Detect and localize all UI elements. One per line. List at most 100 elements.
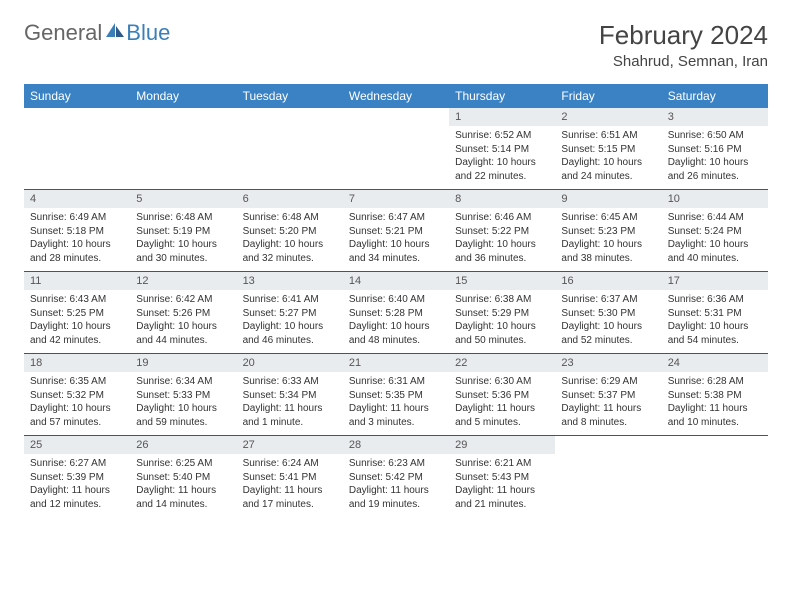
sunset-text: Sunset: 5:41 PM	[243, 471, 337, 485]
sunrise-text: Sunrise: 6:24 AM	[243, 457, 337, 471]
daylight-text: Daylight: 10 hours and 30 minutes.	[136, 238, 230, 265]
day-number: 7	[343, 190, 449, 209]
sunset-text: Sunset: 5:18 PM	[30, 225, 124, 239]
daylight-text: Daylight: 11 hours and 1 minute.	[243, 402, 337, 429]
daylight-text: Daylight: 11 hours and 8 minutes.	[561, 402, 655, 429]
daylight-text: Daylight: 10 hours and 40 minutes.	[668, 238, 762, 265]
day-content: Sunrise: 6:52 AMSunset: 5:14 PMDaylight:…	[449, 126, 555, 190]
sunset-text: Sunset: 5:36 PM	[455, 389, 549, 403]
day-header: Tuesday	[237, 84, 343, 108]
day-content: Sunrise: 6:23 AMSunset: 5:42 PMDaylight:…	[343, 454, 449, 517]
day-content: Sunrise: 6:41 AMSunset: 5:27 PMDaylight:…	[237, 290, 343, 354]
sunset-text: Sunset: 5:23 PM	[561, 225, 655, 239]
daylight-text: Daylight: 10 hours and 50 minutes.	[455, 320, 549, 347]
sunrise-text: Sunrise: 6:28 AM	[668, 375, 762, 389]
day-number: 17	[662, 272, 768, 291]
sunrise-text: Sunrise: 6:25 AM	[136, 457, 230, 471]
day-number: 25	[24, 436, 130, 455]
day-content: Sunrise: 6:29 AMSunset: 5:37 PMDaylight:…	[555, 372, 661, 436]
sunrise-text: Sunrise: 6:41 AM	[243, 293, 337, 307]
sunrise-text: Sunrise: 6:52 AM	[455, 129, 549, 143]
day-content: Sunrise: 6:31 AMSunset: 5:35 PMDaylight:…	[343, 372, 449, 436]
daylight-text: Daylight: 10 hours and 59 minutes.	[136, 402, 230, 429]
daylight-text: Daylight: 10 hours and 36 minutes.	[455, 238, 549, 265]
daylight-text: Daylight: 11 hours and 12 minutes.	[30, 484, 124, 511]
daylight-text: Daylight: 11 hours and 3 minutes.	[349, 402, 443, 429]
sunrise-text: Sunrise: 6:40 AM	[349, 293, 443, 307]
day-content: Sunrise: 6:50 AMSunset: 5:16 PMDaylight:…	[662, 126, 768, 190]
day-number: 16	[555, 272, 661, 291]
daylight-text: Daylight: 11 hours and 10 minutes.	[668, 402, 762, 429]
sunrise-text: Sunrise: 6:47 AM	[349, 211, 443, 225]
daylight-text: Daylight: 10 hours and 28 minutes.	[30, 238, 124, 265]
sunset-text: Sunset: 5:26 PM	[136, 307, 230, 321]
logo: General Blue	[24, 20, 170, 46]
sunset-text: Sunset: 5:19 PM	[136, 225, 230, 239]
sunrise-text: Sunrise: 6:42 AM	[136, 293, 230, 307]
day-header: Friday	[555, 84, 661, 108]
daylight-text: Daylight: 10 hours and 52 minutes.	[561, 320, 655, 347]
day-content	[343, 126, 449, 190]
sunset-text: Sunset: 5:15 PM	[561, 143, 655, 157]
sunrise-text: Sunrise: 6:38 AM	[455, 293, 549, 307]
sunrise-text: Sunrise: 6:51 AM	[561, 129, 655, 143]
daynum-row: 45678910	[24, 190, 768, 209]
daylight-text: Daylight: 11 hours and 17 minutes.	[243, 484, 337, 511]
daylight-text: Daylight: 10 hours and 54 minutes.	[668, 320, 762, 347]
content-row: Sunrise: 6:52 AMSunset: 5:14 PMDaylight:…	[24, 126, 768, 190]
daylight-text: Daylight: 10 hours and 46 minutes.	[243, 320, 337, 347]
sunrise-text: Sunrise: 6:27 AM	[30, 457, 124, 471]
daylight-text: Daylight: 10 hours and 48 minutes.	[349, 320, 443, 347]
day-number: 9	[555, 190, 661, 209]
day-number: 11	[24, 272, 130, 291]
sunset-text: Sunset: 5:31 PM	[668, 307, 762, 321]
sunset-text: Sunset: 5:20 PM	[243, 225, 337, 239]
day-number: 24	[662, 354, 768, 373]
day-content: Sunrise: 6:35 AMSunset: 5:32 PMDaylight:…	[24, 372, 130, 436]
day-number: 13	[237, 272, 343, 291]
day-number: 22	[449, 354, 555, 373]
day-number: 12	[130, 272, 236, 291]
page-header: General Blue February 2024 Shahrud, Semn…	[24, 20, 768, 70]
day-content	[555, 454, 661, 517]
day-content: Sunrise: 6:49 AMSunset: 5:18 PMDaylight:…	[24, 208, 130, 272]
daynum-row: 18192021222324	[24, 354, 768, 373]
sunset-text: Sunset: 5:16 PM	[668, 143, 762, 157]
sail-icon	[106, 23, 124, 37]
day-number: 19	[130, 354, 236, 373]
day-header-row: SundayMondayTuesdayWednesdayThursdayFrid…	[24, 84, 768, 108]
sunset-text: Sunset: 5:33 PM	[136, 389, 230, 403]
day-content: Sunrise: 6:51 AMSunset: 5:15 PMDaylight:…	[555, 126, 661, 190]
day-content: Sunrise: 6:21 AMSunset: 5:43 PMDaylight:…	[449, 454, 555, 517]
sunrise-text: Sunrise: 6:46 AM	[455, 211, 549, 225]
daynum-row: 11121314151617	[24, 272, 768, 291]
sunset-text: Sunset: 5:40 PM	[136, 471, 230, 485]
day-number: 14	[343, 272, 449, 291]
sunrise-text: Sunrise: 6:35 AM	[30, 375, 124, 389]
sunrise-text: Sunrise: 6:45 AM	[561, 211, 655, 225]
day-number	[24, 108, 130, 126]
day-number: 26	[130, 436, 236, 455]
day-number: 8	[449, 190, 555, 209]
daylight-text: Daylight: 10 hours and 42 minutes.	[30, 320, 124, 347]
content-row: Sunrise: 6:43 AMSunset: 5:25 PMDaylight:…	[24, 290, 768, 354]
sunrise-text: Sunrise: 6:44 AM	[668, 211, 762, 225]
day-number: 21	[343, 354, 449, 373]
day-content: Sunrise: 6:36 AMSunset: 5:31 PMDaylight:…	[662, 290, 768, 354]
content-row: Sunrise: 6:49 AMSunset: 5:18 PMDaylight:…	[24, 208, 768, 272]
sunset-text: Sunset: 5:30 PM	[561, 307, 655, 321]
sunset-text: Sunset: 5:25 PM	[30, 307, 124, 321]
day-number: 18	[24, 354, 130, 373]
content-row: Sunrise: 6:27 AMSunset: 5:39 PMDaylight:…	[24, 454, 768, 517]
day-content: Sunrise: 6:48 AMSunset: 5:19 PMDaylight:…	[130, 208, 236, 272]
day-number: 2	[555, 108, 661, 126]
sunrise-text: Sunrise: 6:50 AM	[668, 129, 762, 143]
sunset-text: Sunset: 5:34 PM	[243, 389, 337, 403]
sunset-text: Sunset: 5:38 PM	[668, 389, 762, 403]
sunset-text: Sunset: 5:27 PM	[243, 307, 337, 321]
daylight-text: Daylight: 11 hours and 19 minutes.	[349, 484, 443, 511]
day-header: Sunday	[24, 84, 130, 108]
day-header: Monday	[130, 84, 236, 108]
sunrise-text: Sunrise: 6:30 AM	[455, 375, 549, 389]
daylight-text: Daylight: 10 hours and 57 minutes.	[30, 402, 124, 429]
